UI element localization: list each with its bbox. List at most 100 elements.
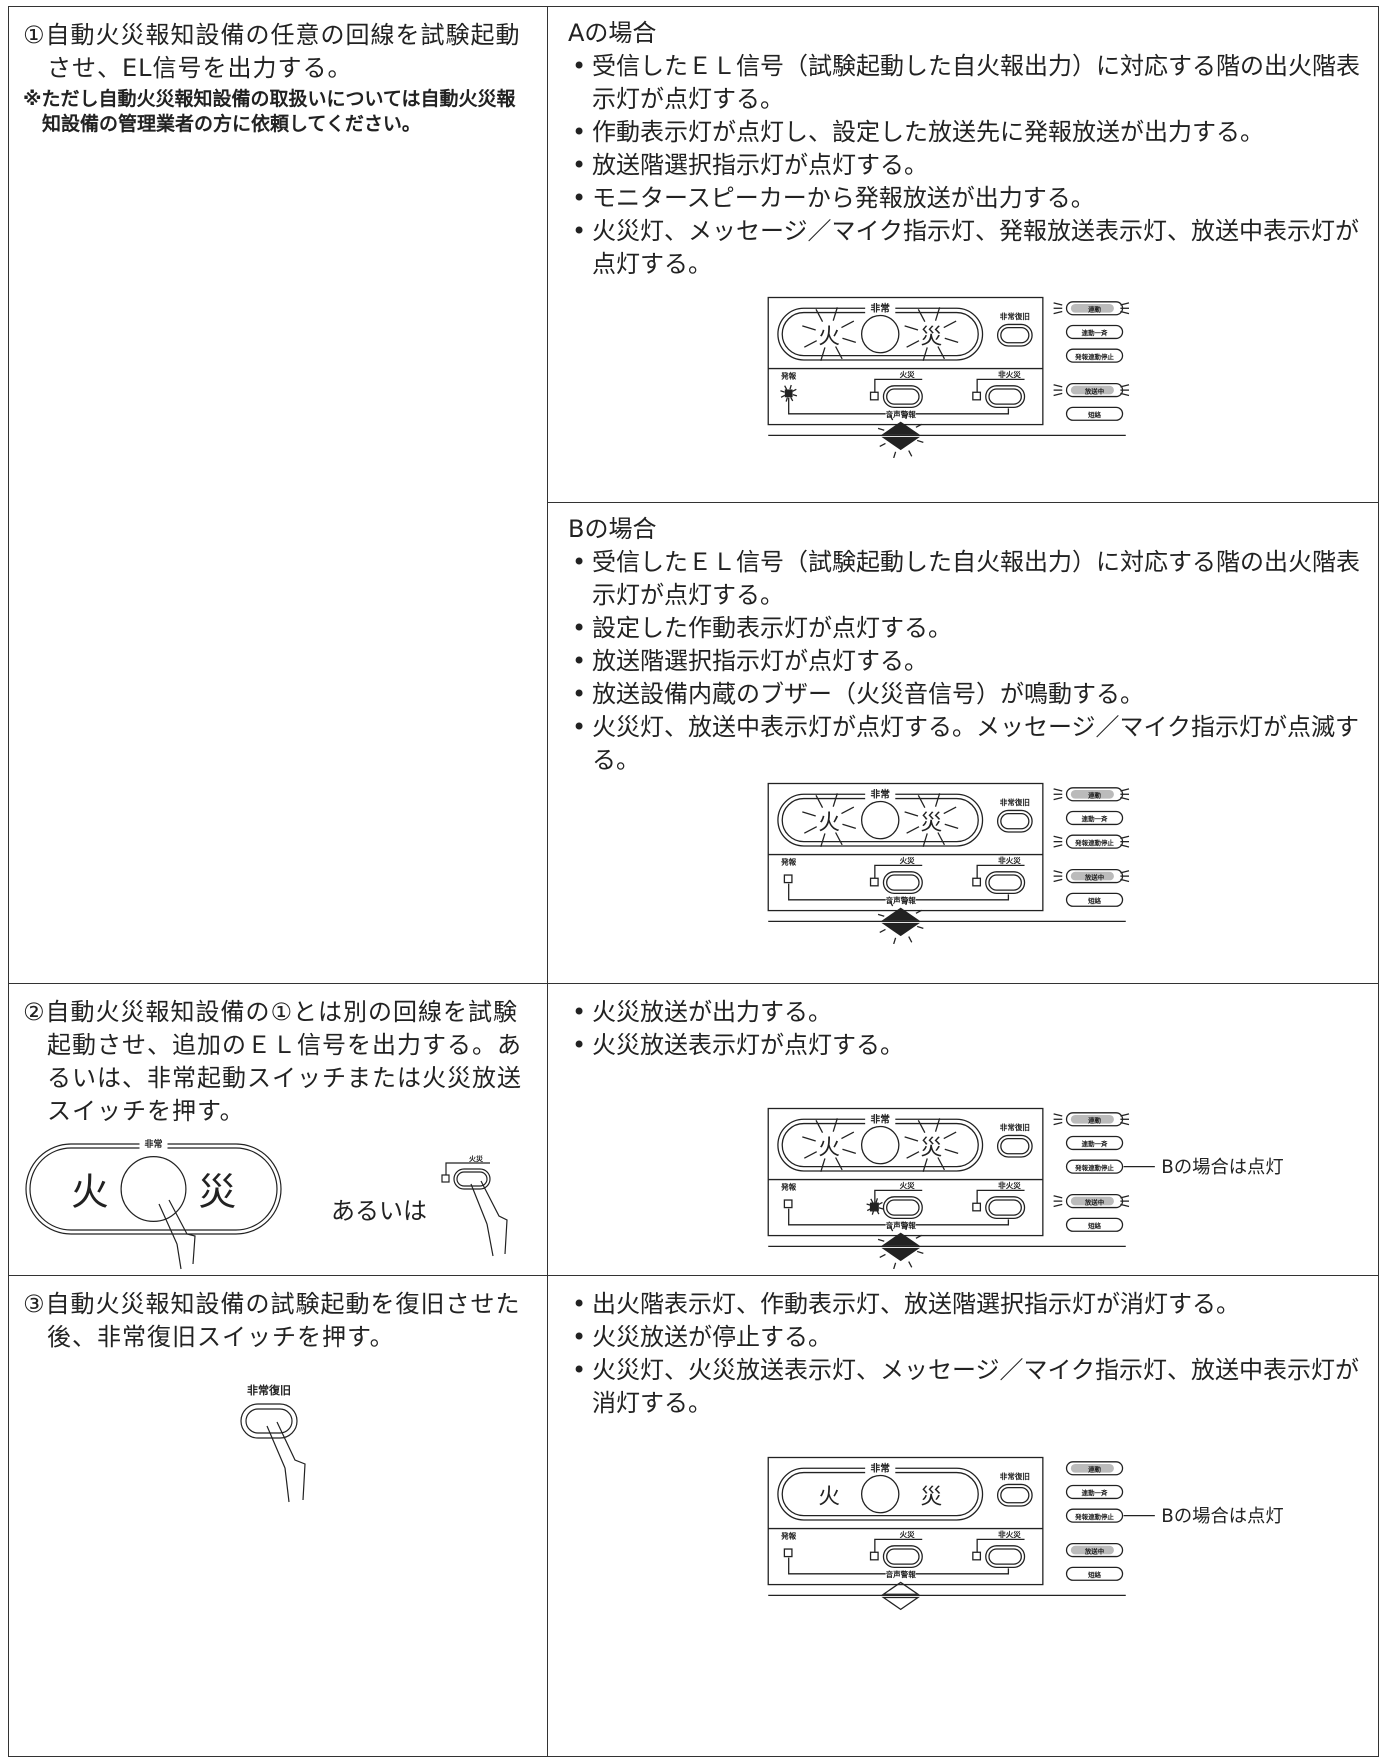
- label: 非火災: [998, 855, 1021, 865]
- label: 連動一斉: [1082, 1139, 1108, 1148]
- arrow-down: [881, 922, 921, 937]
- label: 火災: [469, 1155, 484, 1163]
- lamp-lit: [784, 389, 793, 398]
- pill-inner: [29, 1147, 278, 1231]
- flash-line: [835, 346, 843, 360]
- leader: [874, 864, 923, 879]
- label-bg: [865, 301, 896, 315]
- flicker: [1120, 870, 1130, 874]
- panel-frame: [767, 782, 1044, 912]
- flash-line: [905, 1223, 909, 1231]
- label: 非常復旧: [247, 1383, 291, 1397]
- switch-outer: [882, 871, 923, 894]
- flicker: [1120, 302, 1130, 306]
- flash-line: [889, 1225, 894, 1232]
- bullet-item: 出火階表示灯、作動表示灯、放送階選択指示灯が消灯する。: [568, 1288, 1362, 1321]
- label: 放送中: [1084, 1546, 1104, 1555]
- flicker: [1053, 878, 1063, 883]
- label: 火災: [900, 1530, 916, 1539]
- reset-outer: [996, 1134, 1033, 1158]
- flash-line: [916, 1250, 924, 1254]
- flicker: [1053, 788, 1063, 792]
- lit-fill: [1070, 385, 1114, 395]
- label: 音声警報: [886, 1569, 917, 1579]
- bullet-item: 受信したＥＬ信号（試験起動した自火報出力）に対応する階の出火階表示灯が点灯する。: [568, 546, 1362, 612]
- flash-line: [944, 823, 959, 830]
- switch-illustration: 非常火災あるいは火災: [25, 1138, 508, 1270]
- flicker: [1120, 1113, 1130, 1117]
- label-bg: [885, 408, 916, 420]
- label: 災: [921, 1135, 943, 1160]
- indicator-button: [1065, 1159, 1124, 1174]
- result-cell: 火災放送が出力する。火災放送表示灯が点灯する。 非常火災非常復旧発報火災非火災音…: [547, 983, 1379, 1276]
- switch-outer: [985, 871, 1026, 894]
- reset-outer: [996, 323, 1033, 347]
- indicator-button: [1065, 1484, 1124, 1500]
- leader: [976, 378, 1025, 393]
- label: 災: [921, 810, 943, 835]
- arrow-up: [881, 1581, 921, 1595]
- step-text: ①自動火災報知設備の任意の回線を試験起動させ、EL信号を出力する。: [23, 21, 521, 82]
- label: 火災: [900, 856, 916, 865]
- flash-line: [841, 1131, 855, 1140]
- label: 非火災: [998, 1529, 1021, 1539]
- label: 短絡: [1088, 1221, 1101, 1230]
- bullet-item: モニタースピーカーから発報放送が出力する。: [568, 182, 1362, 215]
- label: 非常: [871, 1113, 891, 1126]
- pill-inner: [781, 1471, 979, 1517]
- label-bg: [885, 894, 916, 906]
- lit-fill: [1070, 1463, 1114, 1473]
- label: 短絡: [1088, 410, 1101, 419]
- switch-inner: [988, 1199, 1022, 1216]
- start-button: [120, 1155, 187, 1223]
- label: 非常復旧: [1000, 797, 1030, 807]
- step-text: ③自動火災報知設備の試験起動を復旧させた後、非常復旧スイッチを押す。: [23, 1290, 521, 1351]
- flash-line: [820, 347, 826, 362]
- label: 火災: [900, 370, 916, 379]
- flash-line: [905, 412, 909, 420]
- label: 非常復旧: [1000, 311, 1030, 321]
- flash-line: [792, 394, 798, 397]
- label: 放送中: [1084, 386, 1104, 395]
- case-title: Aの場合: [568, 19, 657, 47]
- label: 災: [198, 1170, 236, 1214]
- leader: [874, 1189, 923, 1204]
- label: 発報: [780, 1530, 797, 1540]
- flash-line: [835, 832, 843, 846]
- hand: [470, 1180, 508, 1257]
- indicator: [972, 1551, 982, 1561]
- label: 連動: [1088, 305, 1101, 314]
- label: 発報連動停止: [1074, 1163, 1114, 1172]
- label: 音声警報: [886, 1220, 917, 1230]
- flash-line: [804, 1151, 817, 1159]
- label: 発報: [780, 856, 797, 866]
- label: 連動: [1088, 1116, 1101, 1125]
- flash-line: [876, 1210, 880, 1215]
- label: 短絡: [1088, 896, 1101, 905]
- flash-line: [877, 913, 885, 917]
- switch-inner: [886, 1199, 920, 1216]
- switch-inner: [886, 1548, 920, 1565]
- flash-line: [937, 346, 946, 360]
- flash-line: [889, 900, 894, 907]
- flash-line: [780, 394, 786, 398]
- step-cell: ②自動火災報知設備の①とは別の回線を試験起動させ、追加のＥＬ信号を出力する。ある…: [8, 983, 548, 1276]
- arrow-down: [881, 1247, 921, 1262]
- label-bg: [865, 1112, 896, 1126]
- label: 短絡: [1088, 1570, 1101, 1579]
- arrow-down: [881, 1596, 921, 1611]
- leader: [874, 1538, 923, 1553]
- start-button: [860, 1474, 900, 1514]
- label: 発報連動停止: [1074, 1512, 1114, 1521]
- flicker: [1120, 1195, 1130, 1199]
- indicator-button: [1065, 1217, 1124, 1232]
- indicator-button: [1065, 406, 1124, 421]
- flash-line: [893, 451, 897, 458]
- flash-line: [785, 397, 789, 402]
- label: 非常復旧: [1000, 1471, 1030, 1481]
- flash-line: [943, 806, 957, 815]
- reset-outer: [996, 809, 1033, 833]
- flicker: [1053, 844, 1063, 848]
- flicker: [1053, 870, 1063, 874]
